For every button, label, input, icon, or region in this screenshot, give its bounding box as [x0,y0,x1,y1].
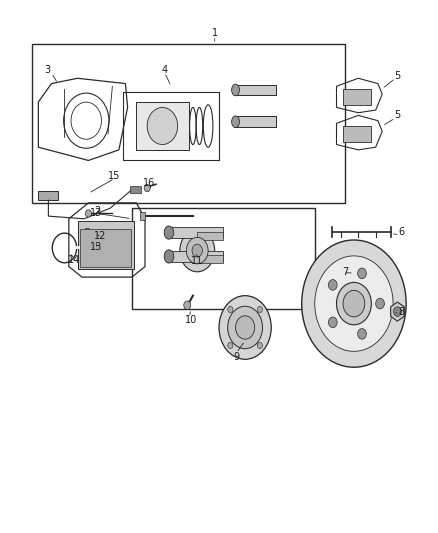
Circle shape [228,306,262,349]
Text: 7: 7 [342,267,348,277]
Text: 13: 13 [90,208,102,219]
Bar [136,102,188,150]
Bar [197,255,223,263]
Circle shape [184,301,191,310]
Circle shape [85,241,92,249]
Circle shape [343,290,365,317]
Circle shape [358,328,366,339]
Bar [167,251,223,262]
Text: 16: 16 [143,177,155,188]
Circle shape [315,256,393,351]
Text: 5: 5 [394,70,401,80]
Ellipse shape [232,116,240,127]
Text: 11: 11 [191,256,203,266]
Text: 3: 3 [44,66,50,75]
Circle shape [192,244,202,257]
Polygon shape [391,302,404,321]
Circle shape [147,108,178,144]
Bar [140,212,145,220]
Circle shape [376,298,385,309]
Circle shape [393,307,401,317]
Circle shape [358,268,366,279]
Text: 15: 15 [107,172,120,181]
Bar [39,191,58,200]
Text: 14: 14 [68,255,80,265]
Circle shape [236,316,254,339]
Bar [132,208,315,309]
Bar [78,221,134,269]
Bar [234,116,276,127]
Circle shape [336,282,371,325]
Circle shape [144,184,150,192]
Bar [85,228,89,236]
Bar [234,85,276,95]
Circle shape [85,210,92,217]
Ellipse shape [232,84,240,96]
Ellipse shape [164,226,174,239]
Circle shape [228,342,233,349]
Bar [343,89,371,105]
Text: 6: 6 [399,227,405,237]
Text: 12: 12 [95,231,107,241]
Bar [123,92,219,160]
Circle shape [328,280,337,290]
Text: 5: 5 [394,110,401,120]
Text: 4: 4 [162,66,168,75]
Circle shape [257,306,262,313]
Text: 13: 13 [90,242,102,252]
Text: 8: 8 [399,306,405,317]
Bar [197,232,223,240]
Bar [167,227,223,238]
Text: 1: 1 [212,28,218,38]
Ellipse shape [164,250,174,263]
Text: 10: 10 [184,314,197,325]
Circle shape [328,317,337,328]
Text: 2: 2 [94,206,100,216]
Bar [32,44,345,203]
Circle shape [302,240,406,367]
Bar [80,229,131,266]
Circle shape [219,296,271,359]
Text: 9: 9 [233,352,240,361]
Circle shape [186,237,208,264]
Circle shape [228,306,233,313]
Bar [130,186,141,193]
Circle shape [257,342,262,349]
Bar [343,126,371,142]
Circle shape [180,229,215,272]
